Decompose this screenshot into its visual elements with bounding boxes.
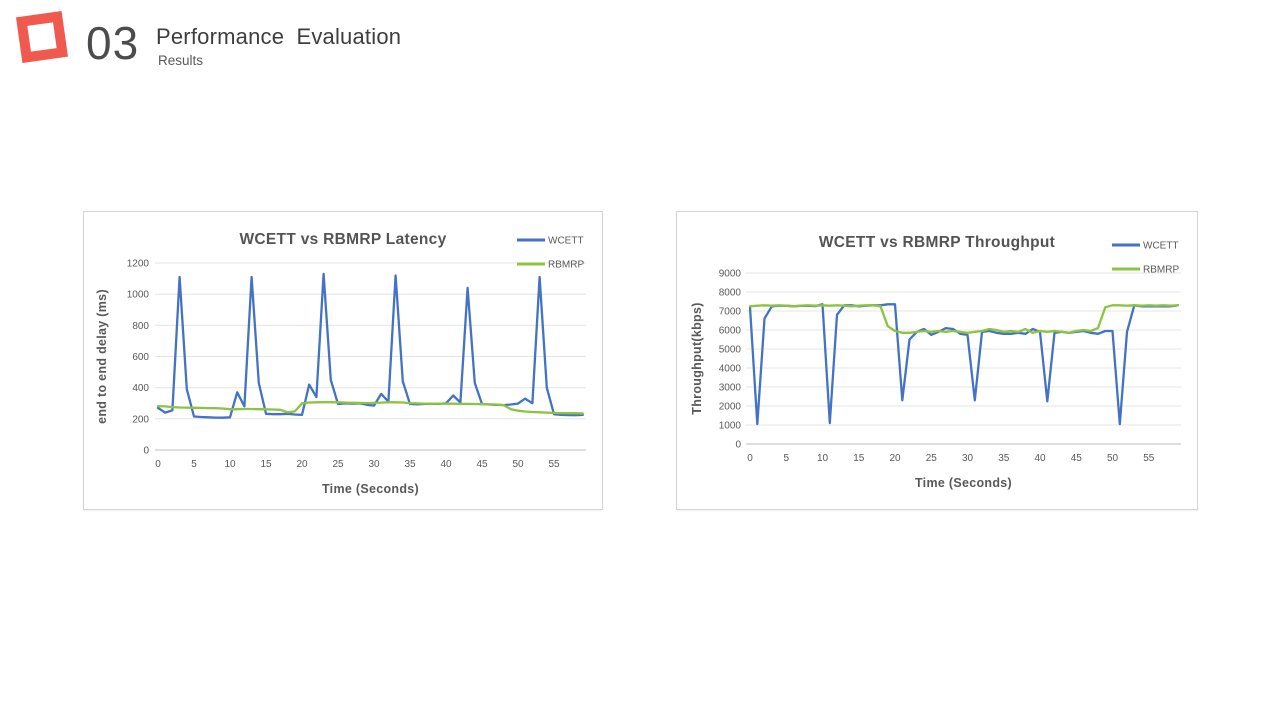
page-subtitle: Results — [158, 53, 204, 68]
svg-text:Throughput(kbps): Throughput(kbps) — [690, 302, 704, 414]
svg-text:200: 200 — [132, 414, 149, 425]
svg-text:40: 40 — [440, 459, 452, 470]
svg-text:WCETT: WCETT — [1143, 241, 1179, 252]
page-title: Performance Evaluation — [156, 24, 402, 49]
svg-text:15: 15 — [260, 459, 272, 470]
svg-text:5: 5 — [784, 453, 790, 464]
svg-text:7000: 7000 — [719, 307, 742, 318]
svg-text:8000: 8000 — [719, 288, 742, 299]
svg-text:1000: 1000 — [127, 290, 150, 301]
svg-text:3000: 3000 — [719, 383, 742, 394]
svg-text:55: 55 — [1143, 453, 1155, 464]
svg-text:800: 800 — [132, 321, 149, 332]
svg-text:55: 55 — [548, 459, 560, 470]
svg-text:2000: 2000 — [719, 402, 742, 413]
svg-text:45: 45 — [476, 459, 488, 470]
svg-text:600: 600 — [132, 352, 149, 363]
svg-text:RBMRP: RBMRP — [548, 260, 584, 271]
svg-text:35: 35 — [404, 459, 416, 470]
latency-chart: 0 200 400 600 800 1000 1200 0 5 10 15 20 25 30 35 40 45 5… — [83, 211, 603, 510]
svg-text:40: 40 — [1034, 453, 1046, 464]
svg-text:1000: 1000 — [719, 421, 742, 432]
throughput-chart-svg: 0 1000 2000 3000 4000 5000 6000 7000 8000 9000 0 5 1… — [690, 234, 1181, 490]
svg-text:WCETT: WCETT — [548, 236, 584, 247]
latency-chart-svg: 0 200 400 600 800 1000 1200 0 5 10 15 20 25 30 35 40 45 5… — [95, 231, 586, 496]
svg-text:35: 35 — [998, 453, 1010, 464]
svg-text:Time (Seconds): Time (Seconds) — [915, 476, 1012, 490]
svg-text:1200: 1200 — [127, 259, 150, 270]
svg-text:25: 25 — [332, 459, 344, 470]
svg-text:4000: 4000 — [719, 364, 742, 375]
svg-text:0: 0 — [155, 459, 161, 470]
svg-text:50: 50 — [1107, 453, 1119, 464]
svg-text:400: 400 — [132, 383, 149, 394]
svg-text:5000: 5000 — [719, 345, 742, 356]
svg-text:15: 15 — [853, 453, 865, 464]
svg-text:WCETT vs RBMRP Latency: WCETT vs RBMRP Latency — [240, 231, 447, 248]
svg-text:6000: 6000 — [719, 326, 742, 337]
svg-text:30: 30 — [368, 459, 380, 470]
svg-text:Time (Seconds): Time (Seconds) — [322, 482, 419, 496]
svg-text:45: 45 — [1071, 453, 1083, 464]
svg-text:WCETT vs RBMRP Throughput: WCETT vs RBMRP Throughput — [819, 234, 1055, 251]
brand-logo-icon — [16, 11, 68, 63]
section-number: 03 — [86, 17, 140, 69]
throughput-chart: 0 1000 2000 3000 4000 5000 6000 7000 8000 9000 0 5 1… — [676, 211, 1198, 510]
svg-text:0: 0 — [747, 453, 753, 464]
svg-text:5: 5 — [191, 459, 197, 470]
svg-text:30: 30 — [962, 453, 974, 464]
svg-text:end to end delay (ms): end to end delay (ms) — [95, 289, 109, 424]
svg-text:20: 20 — [296, 459, 308, 470]
svg-text:0: 0 — [735, 440, 741, 451]
svg-text:10: 10 — [817, 453, 829, 464]
svg-text:25: 25 — [926, 453, 938, 464]
svg-text:RBMRP: RBMRP — [1143, 265, 1179, 276]
svg-text:9000: 9000 — [719, 269, 742, 280]
svg-text:20: 20 — [889, 453, 901, 464]
svg-text:0: 0 — [143, 446, 149, 457]
svg-text:50: 50 — [512, 459, 524, 470]
svg-text:10: 10 — [224, 459, 236, 470]
